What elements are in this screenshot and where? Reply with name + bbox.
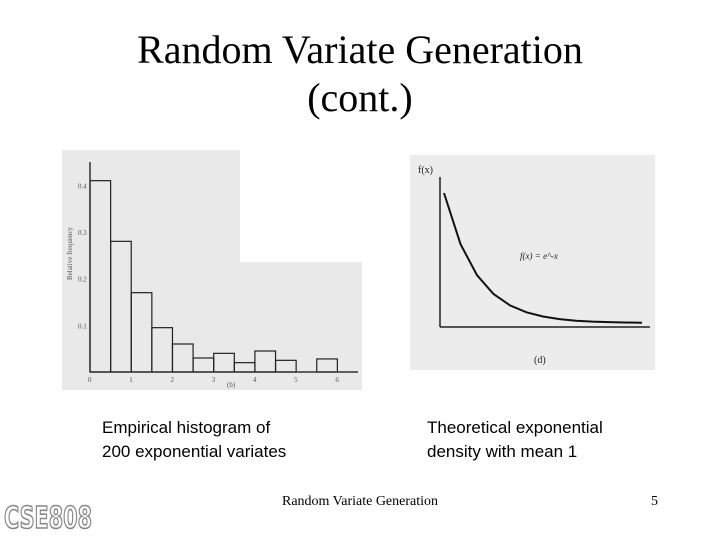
- histogram-y-axis-label: Relative frequency: [66, 226, 74, 280]
- logo-lettering: CSE808: [4, 501, 92, 536]
- histogram-y-tick-label: 0.4: [78, 182, 87, 190]
- density-caption: Theoretical exponential density with mea…: [427, 416, 603, 464]
- exponential-density-figure: f(x) f(x) = e^-x (d): [410, 155, 655, 370]
- page-number: 5: [651, 494, 658, 509]
- histogram-x-tick-label: 3: [212, 376, 216, 384]
- histogram-x-tick-label: 5: [294, 376, 298, 384]
- density-curve: [443, 192, 643, 324]
- density-caption-line1: Theoretical exponential: [427, 418, 603, 437]
- histogram-y-tick-label: 0.1: [78, 322, 87, 330]
- density-panel-label: (d): [534, 355, 546, 366]
- histogram-x-tick-label: 1: [129, 376, 133, 384]
- histogram-x-tick-label: 2: [170, 376, 174, 384]
- histogram-x-tick-label: 6: [335, 376, 339, 384]
- histogram-caption-line2: 200 exponential variates: [102, 442, 287, 461]
- slide-footer: Random Variate Generation: [281, 494, 439, 509]
- density-y-axis-label: f(x): [418, 165, 433, 176]
- histogram-caption-line1: Empirical histogram of: [102, 418, 271, 437]
- histogram-x-tick-label: 4: [253, 376, 257, 384]
- density-caption-line2: density with mean 1: [427, 442, 578, 461]
- histogram-y-ticks: 0.4 0.3 0.2 0.1: [78, 182, 87, 330]
- histogram-y-tick-label: 0.3: [78, 229, 87, 237]
- density-curve-label: f(x) = e^-x: [520, 251, 558, 261]
- cse808-logo: CSE808: [3, 500, 93, 536]
- histogram-caption: Empirical histogram of 200 exponential v…: [102, 416, 286, 464]
- slide-title-line1: Random Variate Generation: [137, 27, 583, 72]
- histogram-x-tick-label: 0: [88, 376, 92, 384]
- slide-title: Random Variate Generation (cont.): [0, 26, 720, 122]
- histogram-y-tick-label: 0.2: [78, 276, 87, 284]
- scan-whiteout-patch: [240, 150, 362, 262]
- scan-background: [410, 155, 655, 370]
- slide-title-line2: (cont.): [307, 75, 413, 120]
- histogram-x-ticks: 0 1 2 3 4 5 6: [88, 376, 339, 384]
- histogram-panel-label: (b): [227, 381, 236, 389]
